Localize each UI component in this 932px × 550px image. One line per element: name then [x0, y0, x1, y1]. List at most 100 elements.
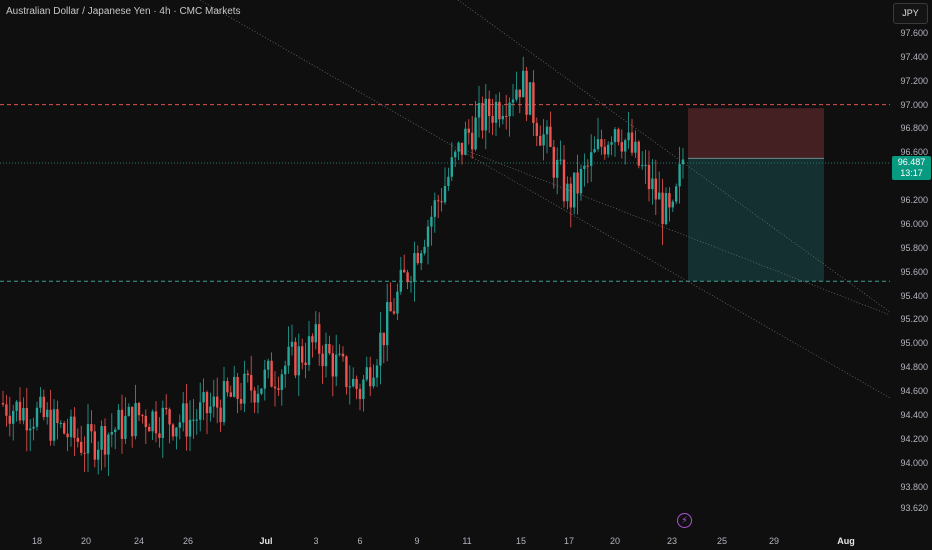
candle-body — [273, 386, 277, 389]
candle-body — [382, 332, 385, 346]
time-label: 9 — [414, 536, 420, 546]
candle-body — [498, 101, 501, 120]
candle-body — [212, 396, 215, 407]
candle-body — [321, 353, 324, 367]
candle-body — [318, 324, 321, 354]
time-label: Aug — [837, 536, 855, 546]
candle-body — [644, 164, 647, 166]
stop-loss-zone — [688, 108, 824, 159]
candle-body — [562, 159, 566, 202]
candle-body — [362, 379, 365, 400]
take-profit-zone — [688, 158, 824, 282]
candle-body — [338, 353, 341, 355]
candle-body — [379, 332, 382, 366]
time-label: 11 — [462, 536, 472, 546]
candle-body — [328, 343, 331, 354]
candle-body — [647, 164, 651, 190]
candle-body — [416, 252, 419, 264]
candle-body — [42, 396, 45, 418]
candlestick-chart[interactable] — [0, 0, 890, 530]
price-label: 95.800 — [900, 242, 928, 253]
candle-body — [545, 126, 549, 135]
candle-body — [420, 253, 423, 264]
price-label: 94.400 — [900, 409, 928, 420]
candle-body — [5, 404, 8, 416]
time-label: 3 — [313, 536, 319, 546]
candle-body — [103, 426, 107, 455]
candle-body — [491, 115, 494, 123]
time-label: 15 — [515, 536, 527, 546]
candle-body — [141, 415, 144, 417]
candle-body — [365, 367, 368, 380]
candle-body — [63, 423, 66, 434]
candle-body — [559, 159, 562, 161]
candle-body — [481, 103, 484, 131]
candle-body — [120, 409, 124, 439]
candle-body — [277, 388, 280, 390]
candle-body — [301, 346, 304, 363]
candle-body — [457, 142, 460, 152]
price-label: 95.400 — [900, 290, 928, 301]
chart-area[interactable]: Australian Dollar / Japanese Yen · 4h · … — [0, 0, 890, 530]
candle-body — [171, 424, 175, 437]
price-axis[interactable]: 97.600 97.400 97.200 97.000 96.800 96.60096.4… — [890, 0, 932, 550]
candle-body — [355, 378, 358, 389]
chart-title: Australian Dollar / Japanese Yen · 4h · … — [6, 6, 241, 17]
candle-body — [573, 172, 576, 208]
candle-body — [59, 423, 62, 425]
time-label: 24 — [133, 536, 145, 546]
candle-body — [49, 409, 52, 441]
candle-body — [467, 128, 470, 133]
lightning-icon[interactable]: ⚡ — [677, 513, 692, 528]
candle-body — [607, 144, 610, 155]
candle-body — [216, 396, 219, 408]
price-label: 95.200 — [900, 314, 928, 325]
price-label: 96.600 — [900, 147, 928, 158]
candle-body — [511, 99, 515, 103]
time-label: 18 — [31, 536, 43, 546]
candle-body — [18, 401, 22, 421]
candle-body — [29, 428, 32, 431]
candle-body — [131, 406, 134, 437]
channel-line-top — [457, 0, 890, 313]
candle-body — [443, 185, 447, 203]
candle-body — [56, 409, 59, 424]
price-label: 94.800 — [900, 362, 928, 373]
candle-body — [250, 375, 253, 391]
candle-body — [270, 360, 273, 387]
candle-body — [535, 122, 538, 136]
candle-body — [396, 291, 399, 314]
time-label: 25 — [716, 536, 728, 546]
candle-body — [454, 151, 457, 158]
candle-body — [331, 353, 334, 377]
candle-body — [86, 424, 90, 454]
candle-body — [35, 407, 39, 427]
candle-body — [450, 157, 453, 177]
candle-body — [569, 183, 572, 208]
price-label: 93.800 — [900, 481, 928, 492]
time-axis[interactable]: 18 20 24 26 Jul 3 6 9 11 15 17 20 23 25 29 Aug — [0, 530, 890, 550]
price-label: 93.620 — [900, 503, 928, 513]
candle-body — [403, 269, 406, 273]
candle-body — [389, 302, 392, 312]
candle-body — [229, 392, 232, 397]
candle-body — [73, 416, 76, 438]
candle-body — [124, 415, 127, 439]
candle-body — [488, 98, 491, 116]
candle-body — [182, 403, 185, 423]
candle-body — [471, 132, 474, 150]
candle-body — [576, 172, 579, 194]
candle-body — [610, 142, 613, 145]
candle-body — [596, 139, 600, 150]
candle-body — [1, 402, 5, 405]
candle-body — [100, 426, 103, 450]
candle-body — [494, 101, 498, 123]
candle-body — [399, 269, 402, 292]
channel-line-mid — [464, 149, 890, 316]
candle-body — [440, 201, 443, 203]
currency-button[interactable]: JPY — [893, 3, 928, 24]
time-label: 6 — [357, 536, 363, 546]
candle-body — [603, 146, 606, 155]
candle-body — [25, 407, 28, 431]
candle-body — [209, 406, 212, 414]
